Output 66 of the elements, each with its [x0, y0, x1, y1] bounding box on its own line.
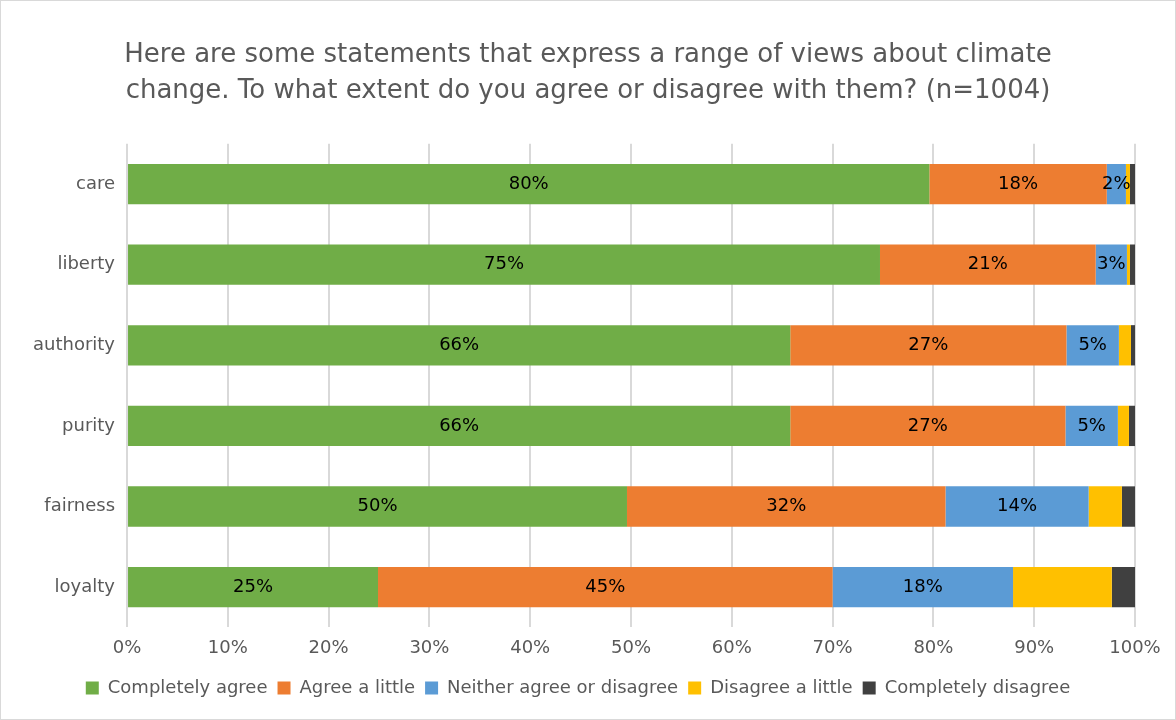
x-tick-label: 20%	[308, 635, 349, 657]
data-label: 14%	[997, 494, 1038, 516]
x-tick-label: 80%	[913, 635, 954, 657]
y-tick-label: purity	[62, 413, 116, 435]
data-label: 27%	[908, 332, 949, 354]
bar	[790, 405, 1066, 447]
data-label: 45%	[585, 574, 626, 596]
data-label: 3%	[1097, 252, 1126, 274]
legend-label: Completely disagree	[884, 675, 1071, 697]
y-tick-label: authority	[33, 332, 116, 354]
bar	[1129, 244, 1135, 285]
bar	[128, 163, 930, 205]
bar	[879, 244, 1096, 285]
x-tick-label: 40%	[510, 635, 551, 657]
legend-label: Completely agree	[107, 675, 268, 697]
data-label: 18%	[902, 574, 943, 596]
y-tick-label: care	[76, 171, 116, 193]
data-label: 80%	[508, 171, 549, 193]
bar	[1118, 325, 1131, 366]
data-label: 75%	[484, 252, 525, 274]
bar	[626, 486, 946, 527]
bar	[128, 244, 880, 285]
bar	[128, 486, 627, 527]
data-label: 21%	[967, 252, 1008, 274]
bar	[1111, 566, 1135, 608]
bar	[128, 325, 791, 366]
bar	[1121, 486, 1135, 527]
bar	[1013, 566, 1112, 608]
data-label: 66%	[439, 332, 480, 354]
data-label: 27%	[907, 413, 948, 435]
bar	[790, 325, 1067, 366]
bar	[1129, 163, 1135, 205]
bar	[1126, 244, 1130, 285]
x-tick-label: 70%	[812, 635, 853, 657]
y-tick-label: loyalty	[54, 574, 116, 596]
bar	[945, 486, 1089, 527]
chart-title: Here are some statements that express a range of views about climate change. To what extent do you agree or disagree with them? (n=1004)	[123, 37, 1053, 106]
bar	[1117, 405, 1129, 447]
y-tick-label: fairness	[44, 494, 116, 516]
x-tick-label: 0%	[112, 635, 142, 657]
bar	[832, 566, 1014, 608]
bar	[1088, 486, 1122, 527]
legend-label: Neither agree or disagree	[447, 675, 679, 697]
legend-label: Agree a little	[299, 675, 416, 697]
legend-label: Disagree a little	[710, 675, 853, 697]
x-tick-label: 60%	[711, 635, 752, 657]
x-tick-label: 100%	[1109, 635, 1161, 657]
bar	[1066, 325, 1119, 366]
bar	[1130, 325, 1135, 366]
bar	[128, 405, 791, 447]
data-label: 18%	[998, 171, 1039, 193]
data-label: 5%	[1077, 413, 1106, 435]
x-tick-label: 10%	[207, 635, 248, 657]
data-label: 50%	[357, 494, 398, 516]
bar	[1065, 405, 1118, 447]
data-label: 66%	[439, 413, 480, 435]
x-tick-label: 90%	[1014, 635, 1055, 657]
data-label: 5%	[1078, 332, 1107, 354]
x-tick-label: 50%	[611, 635, 652, 657]
bar	[378, 566, 833, 608]
bar	[128, 566, 379, 608]
x-tick-label: 30%	[409, 635, 450, 657]
data-label: 32%	[766, 494, 807, 516]
y-tick-label: liberty	[57, 252, 116, 274]
data-label: 25%	[233, 574, 274, 596]
bar	[1128, 405, 1135, 447]
